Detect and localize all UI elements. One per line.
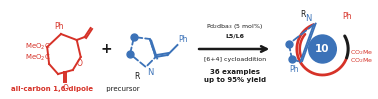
Text: N: N — [147, 68, 153, 77]
Text: all-carbon 1,6-dipole: all-carbon 1,6-dipole — [11, 86, 93, 92]
Text: [6+4] cycloaddition: [6+4] cycloaddition — [204, 57, 266, 62]
Text: R: R — [135, 72, 140, 81]
Text: 36 examples: 36 examples — [210, 69, 260, 75]
Text: Ph: Ph — [54, 22, 64, 31]
Text: up to 95% yield: up to 95% yield — [204, 77, 266, 83]
Text: Ph: Ph — [342, 12, 352, 21]
Text: MeO$_2$C: MeO$_2$C — [25, 42, 51, 52]
Text: +: + — [101, 42, 112, 56]
Text: Ph: Ph — [178, 35, 188, 44]
Text: precursor: precursor — [104, 86, 140, 92]
Text: L5/L6: L5/L6 — [225, 33, 244, 38]
Text: CO$_2$Me: CO$_2$Me — [350, 48, 373, 57]
Text: Pd$_2$dba$_3$ (5 mol%): Pd$_2$dba$_3$ (5 mol%) — [206, 22, 263, 31]
Text: Ph: Ph — [289, 65, 299, 74]
Text: MeO$_2$C: MeO$_2$C — [25, 53, 51, 63]
Text: 10: 10 — [315, 44, 330, 54]
Text: O: O — [77, 59, 83, 68]
Text: O: O — [62, 84, 68, 93]
Text: CO$_2$Me: CO$_2$Me — [350, 56, 373, 65]
Text: R: R — [301, 10, 306, 19]
Text: N: N — [305, 14, 312, 23]
Circle shape — [309, 35, 336, 63]
